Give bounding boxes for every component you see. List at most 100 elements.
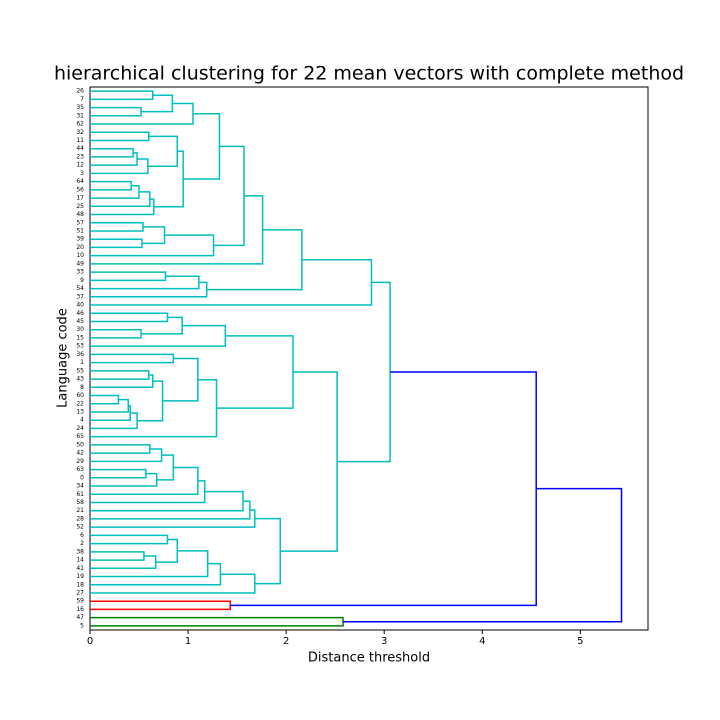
leaf-label: 57 [76, 219, 84, 226]
cluster-link [90, 191, 151, 208]
x-tick-label: 2 [283, 636, 289, 647]
cluster-link [153, 150, 184, 208]
leaf-label: 21 [76, 507, 84, 514]
leaf-label: 3 [80, 170, 84, 177]
leaf-label: 22 [76, 400, 84, 407]
cluster-link [337, 281, 391, 463]
leaf-label: 45 [76, 318, 84, 325]
cluster-link [280, 371, 338, 552]
x-tick-label: 1 [185, 636, 191, 647]
cluster-link [162, 357, 199, 402]
leaf-label: 64 [76, 178, 84, 185]
cluster-link [90, 444, 151, 454]
leaf-label: 52 [76, 524, 84, 531]
leaf-label: 7 [80, 96, 84, 103]
x-tick-label: 5 [577, 636, 583, 647]
leaf-label: 10 [76, 252, 84, 259]
leaf-label: 19 [76, 573, 84, 580]
leaf-label: 44 [76, 145, 84, 152]
leaf-label: 36 [76, 351, 84, 358]
cluster-link [213, 145, 245, 247]
leaf-label: 26 [76, 88, 84, 95]
x-tick-label: 3 [381, 636, 387, 647]
cluster-link [90, 600, 231, 611]
cluster-link [90, 131, 150, 142]
cluster-link [90, 374, 154, 389]
leaf-label: 41 [76, 565, 84, 572]
leaf-label: 53 [76, 343, 84, 350]
leaf-label: 51 [76, 227, 84, 234]
leaf-label: 6 [80, 532, 84, 539]
leaf-label: 54 [76, 285, 84, 292]
leaf-label: 61 [76, 491, 84, 498]
cluster-link [90, 466, 199, 495]
leaf-label: 37 [76, 293, 84, 300]
leaf-label: 15 [76, 334, 84, 341]
leaf-label: 9 [80, 277, 84, 284]
leaf-label: 39 [76, 236, 84, 243]
leaf-label: 58 [76, 499, 84, 506]
leaf-label: 24 [76, 425, 84, 432]
cluster-link [90, 472, 158, 487]
cluster-link [90, 328, 142, 339]
cluster-link [90, 551, 145, 561]
leaf-label: 55 [76, 367, 84, 374]
cluster-link [216, 335, 294, 409]
leaf-label: 30 [76, 326, 84, 333]
cluster-link [90, 152, 138, 166]
cluster-link [90, 147, 134, 158]
cluster-link [90, 106, 142, 117]
leaf-label: 1 [80, 359, 84, 366]
x-axis-label: Distance threshold [308, 651, 430, 666]
cluster-link [90, 180, 132, 191]
cluster-link [90, 312, 169, 323]
cluster-link [90, 258, 373, 306]
cluster-link [140, 316, 183, 335]
cluster-link [90, 353, 175, 364]
leaf-label: 13 [76, 408, 84, 415]
leaf-label: 43 [76, 376, 84, 383]
cluster-link [90, 468, 147, 479]
x-tick-label: 0 [87, 636, 93, 647]
cluster-link [343, 487, 623, 623]
cluster-link [90, 448, 163, 463]
cluster-link [140, 94, 174, 113]
leaf-label: 40 [76, 302, 84, 309]
leaf-label: 46 [76, 310, 84, 317]
leaf-label: 29 [76, 458, 84, 465]
leaf-label: 48 [76, 211, 84, 218]
leaf-label: 16 [76, 606, 84, 613]
leaf-label: 23 [76, 153, 84, 160]
leaf-label: 27 [76, 589, 84, 596]
leaf-label: 38 [76, 548, 84, 555]
cluster-link [90, 394, 120, 405]
cluster-link [90, 480, 206, 504]
leaf-label: 35 [76, 104, 84, 111]
cluster-link [156, 454, 175, 481]
leaf-label: 42 [76, 450, 84, 457]
leaf-label: 47 [76, 614, 84, 621]
chart-title: hierarchical clustering for 22 mean vect… [54, 63, 684, 85]
leaf-label: 18 [76, 581, 84, 588]
leaf-label: 32 [76, 129, 84, 136]
cluster-link [90, 555, 157, 570]
leaf-label: 5 [80, 622, 84, 629]
x-tick-label: 4 [479, 636, 485, 647]
leaf-label: 56 [76, 186, 84, 193]
cluster-link [90, 398, 129, 413]
y-axis-label: Language code [56, 308, 71, 408]
leaf-label: 63 [76, 466, 84, 473]
cluster-link [90, 370, 150, 380]
cluster-link [141, 226, 166, 245]
leaf-label: 11 [76, 137, 84, 144]
cluster-link [90, 271, 167, 282]
cluster-link [90, 324, 227, 347]
leaf-label: 49 [76, 260, 84, 267]
leaf-label: 33 [76, 269, 84, 276]
leaf-label: 8 [80, 384, 84, 391]
leaf-label: 0 [80, 474, 84, 481]
leaf-label: 65 [76, 433, 84, 440]
plot-frame [89, 86, 649, 631]
cluster-link [90, 550, 209, 578]
